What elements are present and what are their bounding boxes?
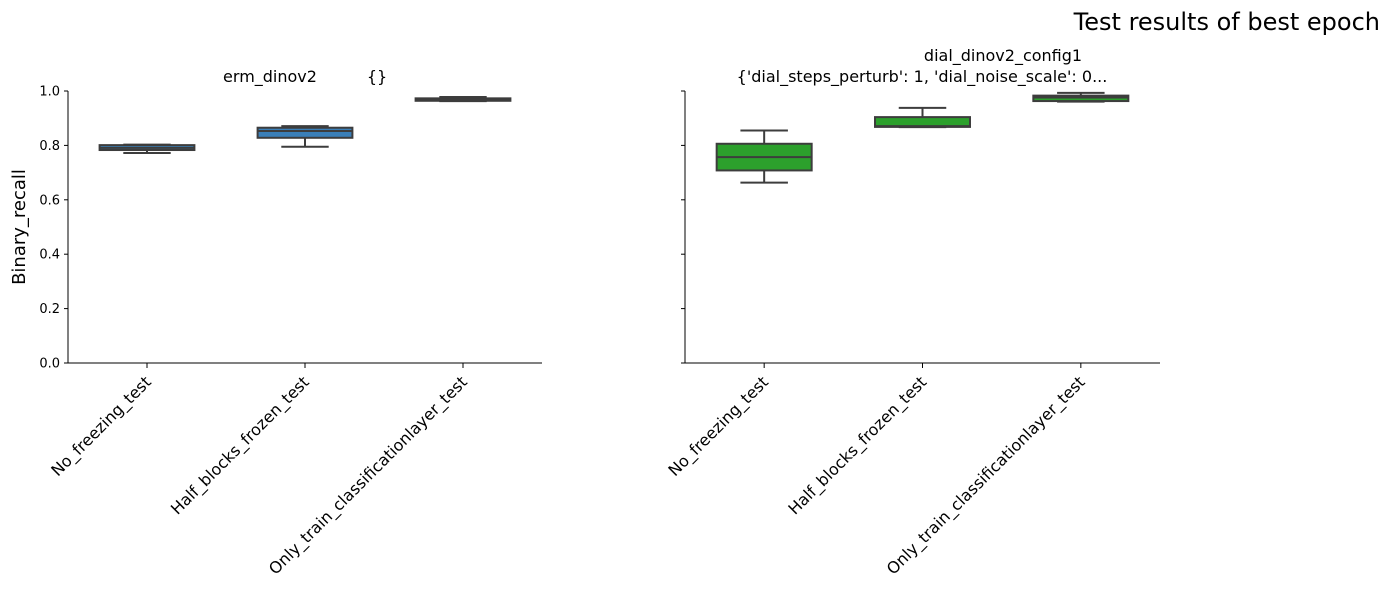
y-tick-label: 0.2 [39, 302, 60, 317]
right-panel-title-line1: dial_dinov2_config1 [924, 46, 1082, 66]
box-2 [414, 95, 512, 103]
x-tick-label: Only_train_classificationlayer_test [265, 372, 472, 579]
x-tick-label: No_freezing_test [47, 372, 155, 480]
figure-suptitle: Test results of best epoch [1073, 8, 1380, 36]
x-tick-label: No_freezing_test [664, 372, 772, 480]
y-tick-label: 0.8 [39, 139, 60, 154]
y-tick-label: 0.6 [39, 193, 60, 208]
box-1 [256, 125, 354, 148]
y-tick-label: 0.4 [39, 248, 60, 263]
left-panel-title-config: {} [367, 67, 387, 86]
y-axis-label: Binary_recall [9, 169, 30, 285]
right-panel: No_freezing_test Half_blocks_frozen_testO… [664, 90, 1160, 579]
box-0 [98, 143, 196, 155]
y-tick-label: 1.0 [39, 85, 60, 100]
x-tick-label: Half_blocks_frozen_test [784, 372, 931, 519]
box-2 [1032, 91, 1130, 103]
left-panel-title-name: erm_dinov2 [223, 67, 317, 87]
right-panel-title-line2: {'dial_steps_perturb': 1, 'dial_noise_sc… [737, 67, 1108, 87]
box-iqr [256, 126, 354, 139]
box-0 [715, 129, 813, 184]
box-1 [874, 106, 971, 129]
x-tick-label: Half_blocks_frozen_test [167, 372, 314, 519]
left-panel: 0.0 0.2 0.4 0.6 0.8 1.0 No_freezing_test Half_b… [39, 85, 542, 579]
y-tick-label: 0.0 [39, 357, 60, 372]
x-tick-label: Only_train_classificationlayer_test [883, 372, 1090, 579]
